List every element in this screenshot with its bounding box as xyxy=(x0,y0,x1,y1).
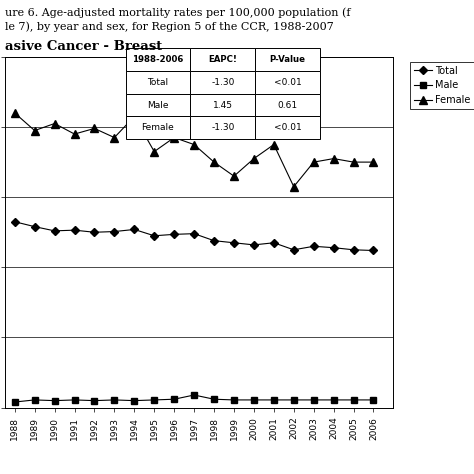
Text: ure 6. Age-adjusted mortality rates per 100,000 population (f: ure 6. Age-adjusted mortality rates per … xyxy=(5,7,350,18)
Male xyxy=(191,392,197,398)
Male xyxy=(52,398,57,403)
Female xyxy=(151,149,157,155)
Female xyxy=(52,121,57,127)
Female xyxy=(111,135,117,140)
Female xyxy=(191,142,197,147)
Male xyxy=(231,397,237,403)
Total xyxy=(151,233,157,238)
Male xyxy=(331,397,337,403)
Male xyxy=(131,398,137,403)
Total xyxy=(271,240,277,246)
Total xyxy=(231,240,237,246)
Total xyxy=(171,231,177,237)
Male xyxy=(351,397,356,403)
Total xyxy=(32,224,37,229)
Female xyxy=(271,142,277,147)
Total xyxy=(131,227,137,232)
Total xyxy=(331,245,337,251)
Line: Female: Female xyxy=(10,109,378,191)
Female xyxy=(231,173,237,179)
Total xyxy=(311,244,317,249)
Female xyxy=(12,110,18,116)
Female xyxy=(351,159,356,165)
Total xyxy=(371,247,376,253)
Male xyxy=(12,399,18,405)
Male xyxy=(251,397,257,403)
Total xyxy=(72,228,77,233)
Male xyxy=(111,397,117,403)
Male xyxy=(72,397,77,403)
Male xyxy=(171,396,177,402)
Legend: Total, Male, Female: Total, Male, Female xyxy=(410,62,474,109)
Line: Total: Total xyxy=(12,219,376,253)
Male xyxy=(291,397,297,403)
Total xyxy=(111,229,117,235)
Total xyxy=(12,219,18,225)
Female xyxy=(32,128,37,133)
Male xyxy=(32,397,37,403)
Male xyxy=(91,398,97,403)
Female xyxy=(72,131,77,137)
Text: asive Cancer - Breast: asive Cancer - Breast xyxy=(5,40,162,53)
Total xyxy=(52,228,57,234)
Total xyxy=(91,229,97,235)
Female xyxy=(131,114,137,119)
Female xyxy=(291,184,297,190)
Female xyxy=(331,156,337,162)
Male xyxy=(271,397,277,403)
Male xyxy=(311,397,317,403)
Female xyxy=(211,159,217,165)
Text: le 7), by year and sex, for Region 5 of the CCR, 1988-2007: le 7), by year and sex, for Region 5 of … xyxy=(5,21,334,32)
Total xyxy=(191,231,197,237)
Female xyxy=(371,159,376,165)
Total xyxy=(351,247,356,253)
Total xyxy=(291,247,297,253)
Male xyxy=(211,396,217,402)
Female xyxy=(171,135,177,140)
Female xyxy=(91,126,97,131)
Total xyxy=(251,242,257,248)
Female xyxy=(311,159,317,165)
Male xyxy=(371,397,376,403)
Male xyxy=(151,397,157,403)
Total xyxy=(211,238,217,244)
Female xyxy=(251,156,257,162)
Line: Male: Male xyxy=(12,392,376,405)
